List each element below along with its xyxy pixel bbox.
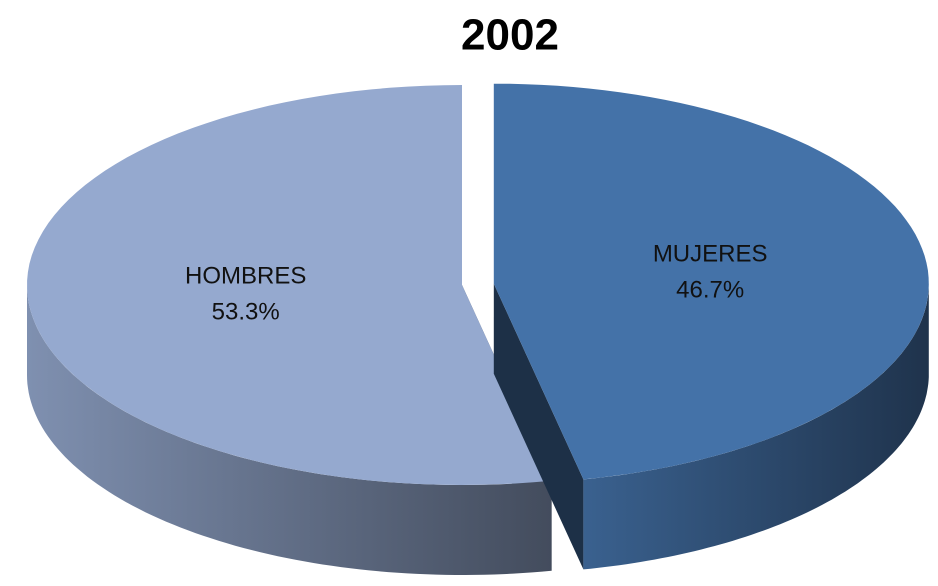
slice-label: HOMBRES bbox=[185, 263, 306, 290]
slice-value-label: 53.3% bbox=[212, 299, 280, 326]
slice-side bbox=[583, 283, 929, 570]
chart-title: 2002 bbox=[461, 11, 559, 60]
slice-label: MUJERES bbox=[653, 241, 768, 268]
slice bbox=[27, 85, 552, 485]
slice-side bbox=[27, 285, 552, 575]
slice bbox=[493, 83, 929, 480]
slice-value-label: 46.7% bbox=[676, 277, 744, 304]
slice-wall bbox=[493, 283, 584, 570]
